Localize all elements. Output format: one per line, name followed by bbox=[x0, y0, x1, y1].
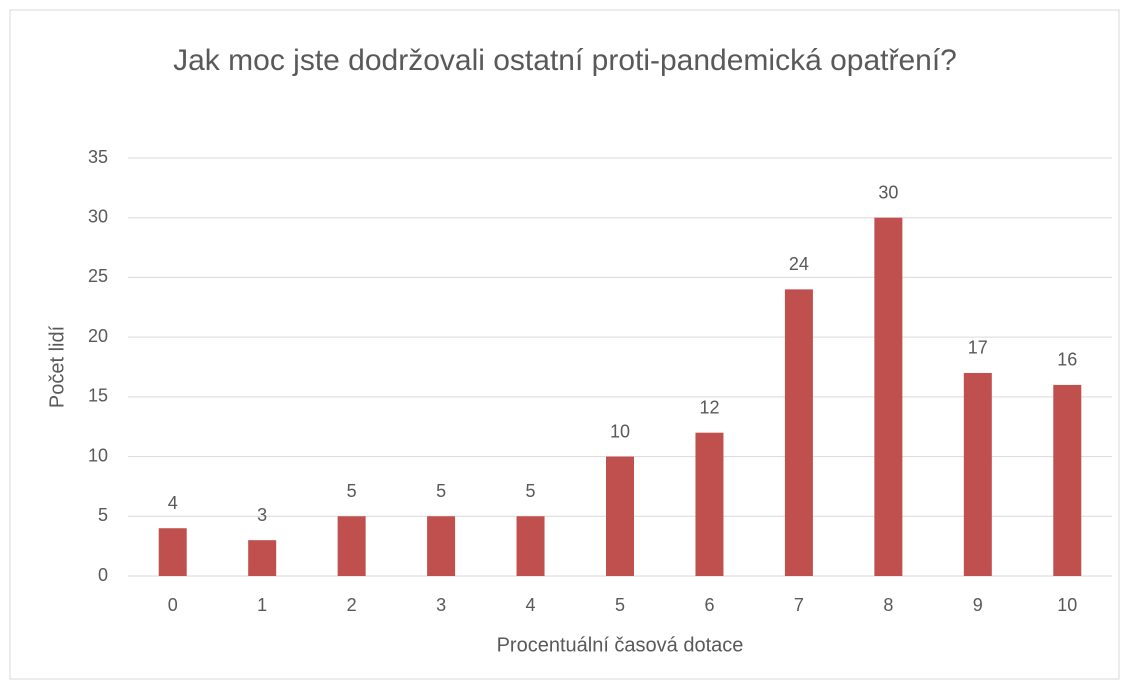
bar bbox=[427, 516, 456, 576]
y-tick-label: 5 bbox=[98, 505, 108, 525]
y-tick-label: 0 bbox=[98, 565, 108, 585]
y-tick-label: 15 bbox=[88, 386, 108, 406]
bar bbox=[1053, 384, 1082, 576]
bar bbox=[695, 432, 724, 576]
y-tick-label: 25 bbox=[88, 266, 108, 286]
data-label: 24 bbox=[789, 254, 809, 274]
bar bbox=[963, 372, 992, 576]
bar bbox=[337, 516, 366, 576]
chart-title: Jak moc jste dodržovali ostatní proti-pa… bbox=[173, 44, 957, 77]
bar bbox=[158, 528, 187, 576]
x-tick-label: 7 bbox=[794, 595, 804, 615]
y-tick-label: 10 bbox=[88, 445, 108, 465]
x-tick-label: 4 bbox=[526, 595, 536, 615]
data-label: 5 bbox=[526, 481, 536, 501]
data-label: 5 bbox=[436, 481, 446, 501]
x-tick-label: 10 bbox=[1057, 595, 1077, 615]
bar bbox=[248, 540, 277, 576]
x-tick-label: 0 bbox=[168, 595, 178, 615]
data-label: 4 bbox=[168, 493, 178, 513]
x-tick-label: 2 bbox=[347, 595, 357, 615]
y-axis-label: Počet lidí bbox=[46, 325, 68, 408]
x-axis-label: Procentuální časová dotace bbox=[497, 634, 744, 656]
x-tick-label: 1 bbox=[257, 595, 267, 615]
bar bbox=[516, 516, 545, 576]
bar bbox=[874, 217, 903, 576]
x-tick-label: 6 bbox=[704, 595, 714, 615]
x-tick-label: 5 bbox=[615, 595, 625, 615]
x-tick-label: 8 bbox=[883, 595, 893, 615]
data-label: 16 bbox=[1057, 350, 1077, 370]
chart-border bbox=[9, 9, 1120, 680]
x-tick-label: 3 bbox=[436, 595, 446, 615]
data-label: 17 bbox=[968, 338, 988, 358]
x-tick-label: 9 bbox=[973, 595, 983, 615]
y-tick-label: 30 bbox=[88, 206, 108, 226]
y-tick-label: 35 bbox=[88, 147, 108, 167]
bar bbox=[606, 456, 634, 576]
data-label: 30 bbox=[878, 182, 898, 202]
data-label: 12 bbox=[699, 397, 719, 417]
data-label: 10 bbox=[610, 421, 630, 441]
y-tick-label: 20 bbox=[88, 326, 108, 346]
data-label: 5 bbox=[347, 481, 357, 501]
bar bbox=[784, 289, 813, 576]
data-label: 3 bbox=[257, 505, 267, 525]
